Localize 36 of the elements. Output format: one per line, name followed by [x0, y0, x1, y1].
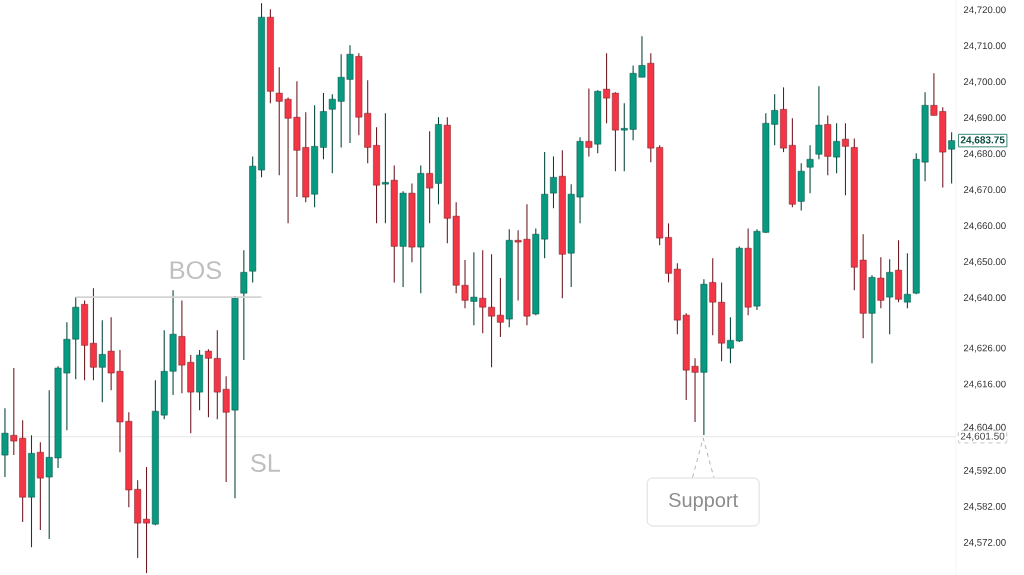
- ref-line-label: 24,601.50: [960, 432, 1005, 441]
- annotation: Support: [669, 492, 739, 511]
- candlestick: [833, 122, 841, 174]
- y-tick-label: 24,720.00: [963, 6, 1006, 15]
- candlestick: [948, 131, 956, 184]
- y-tick-label: 24,680.00: [963, 150, 1006, 159]
- candlestick: [603, 52, 610, 124]
- y-tick-label: 24,592.00: [963, 466, 1006, 475]
- y-tick-label: 24,700.00: [963, 78, 1006, 87]
- y-tick-label: 24,640.00: [963, 294, 1006, 303]
- candlestick: [240, 249, 248, 361]
- candlestick: [426, 130, 434, 224]
- candlestick: [550, 155, 557, 209]
- y-tick-label: 24,582.00: [963, 502, 1006, 511]
- candlestick: [842, 122, 849, 196]
- y-tick-label: 24,616.00: [963, 380, 1006, 389]
- candlestick: [470, 251, 478, 326]
- y-tick-label: 24,604.00: [963, 423, 1006, 432]
- candlestick: [585, 87, 593, 157]
- y-tick-label: 24,690.00: [963, 114, 1006, 123]
- candlestick: [806, 144, 814, 194]
- y-tick-label: 24,650.00: [963, 258, 1006, 267]
- y-tick-label: 24,670.00: [963, 186, 1006, 195]
- candlestick: [496, 277, 504, 338]
- candlestick: [877, 256, 885, 309]
- candlestick: [381, 112, 389, 224]
- y-tick-label: 24,626.00: [963, 344, 1006, 353]
- text: 24,683.75: [960, 136, 1005, 145]
- candlestick: [903, 252, 911, 309]
- annotation: SL: [251, 453, 281, 472]
- candlestick: [1, 407, 9, 478]
- y-tick-label: 24,710.00: [963, 42, 1006, 51]
- y-tick-label: 24,572.00: [963, 538, 1006, 547]
- candlestick: [98, 319, 106, 403]
- annotation: BOS: [170, 261, 221, 279]
- y-tick-label: 24,660.00: [963, 222, 1006, 231]
